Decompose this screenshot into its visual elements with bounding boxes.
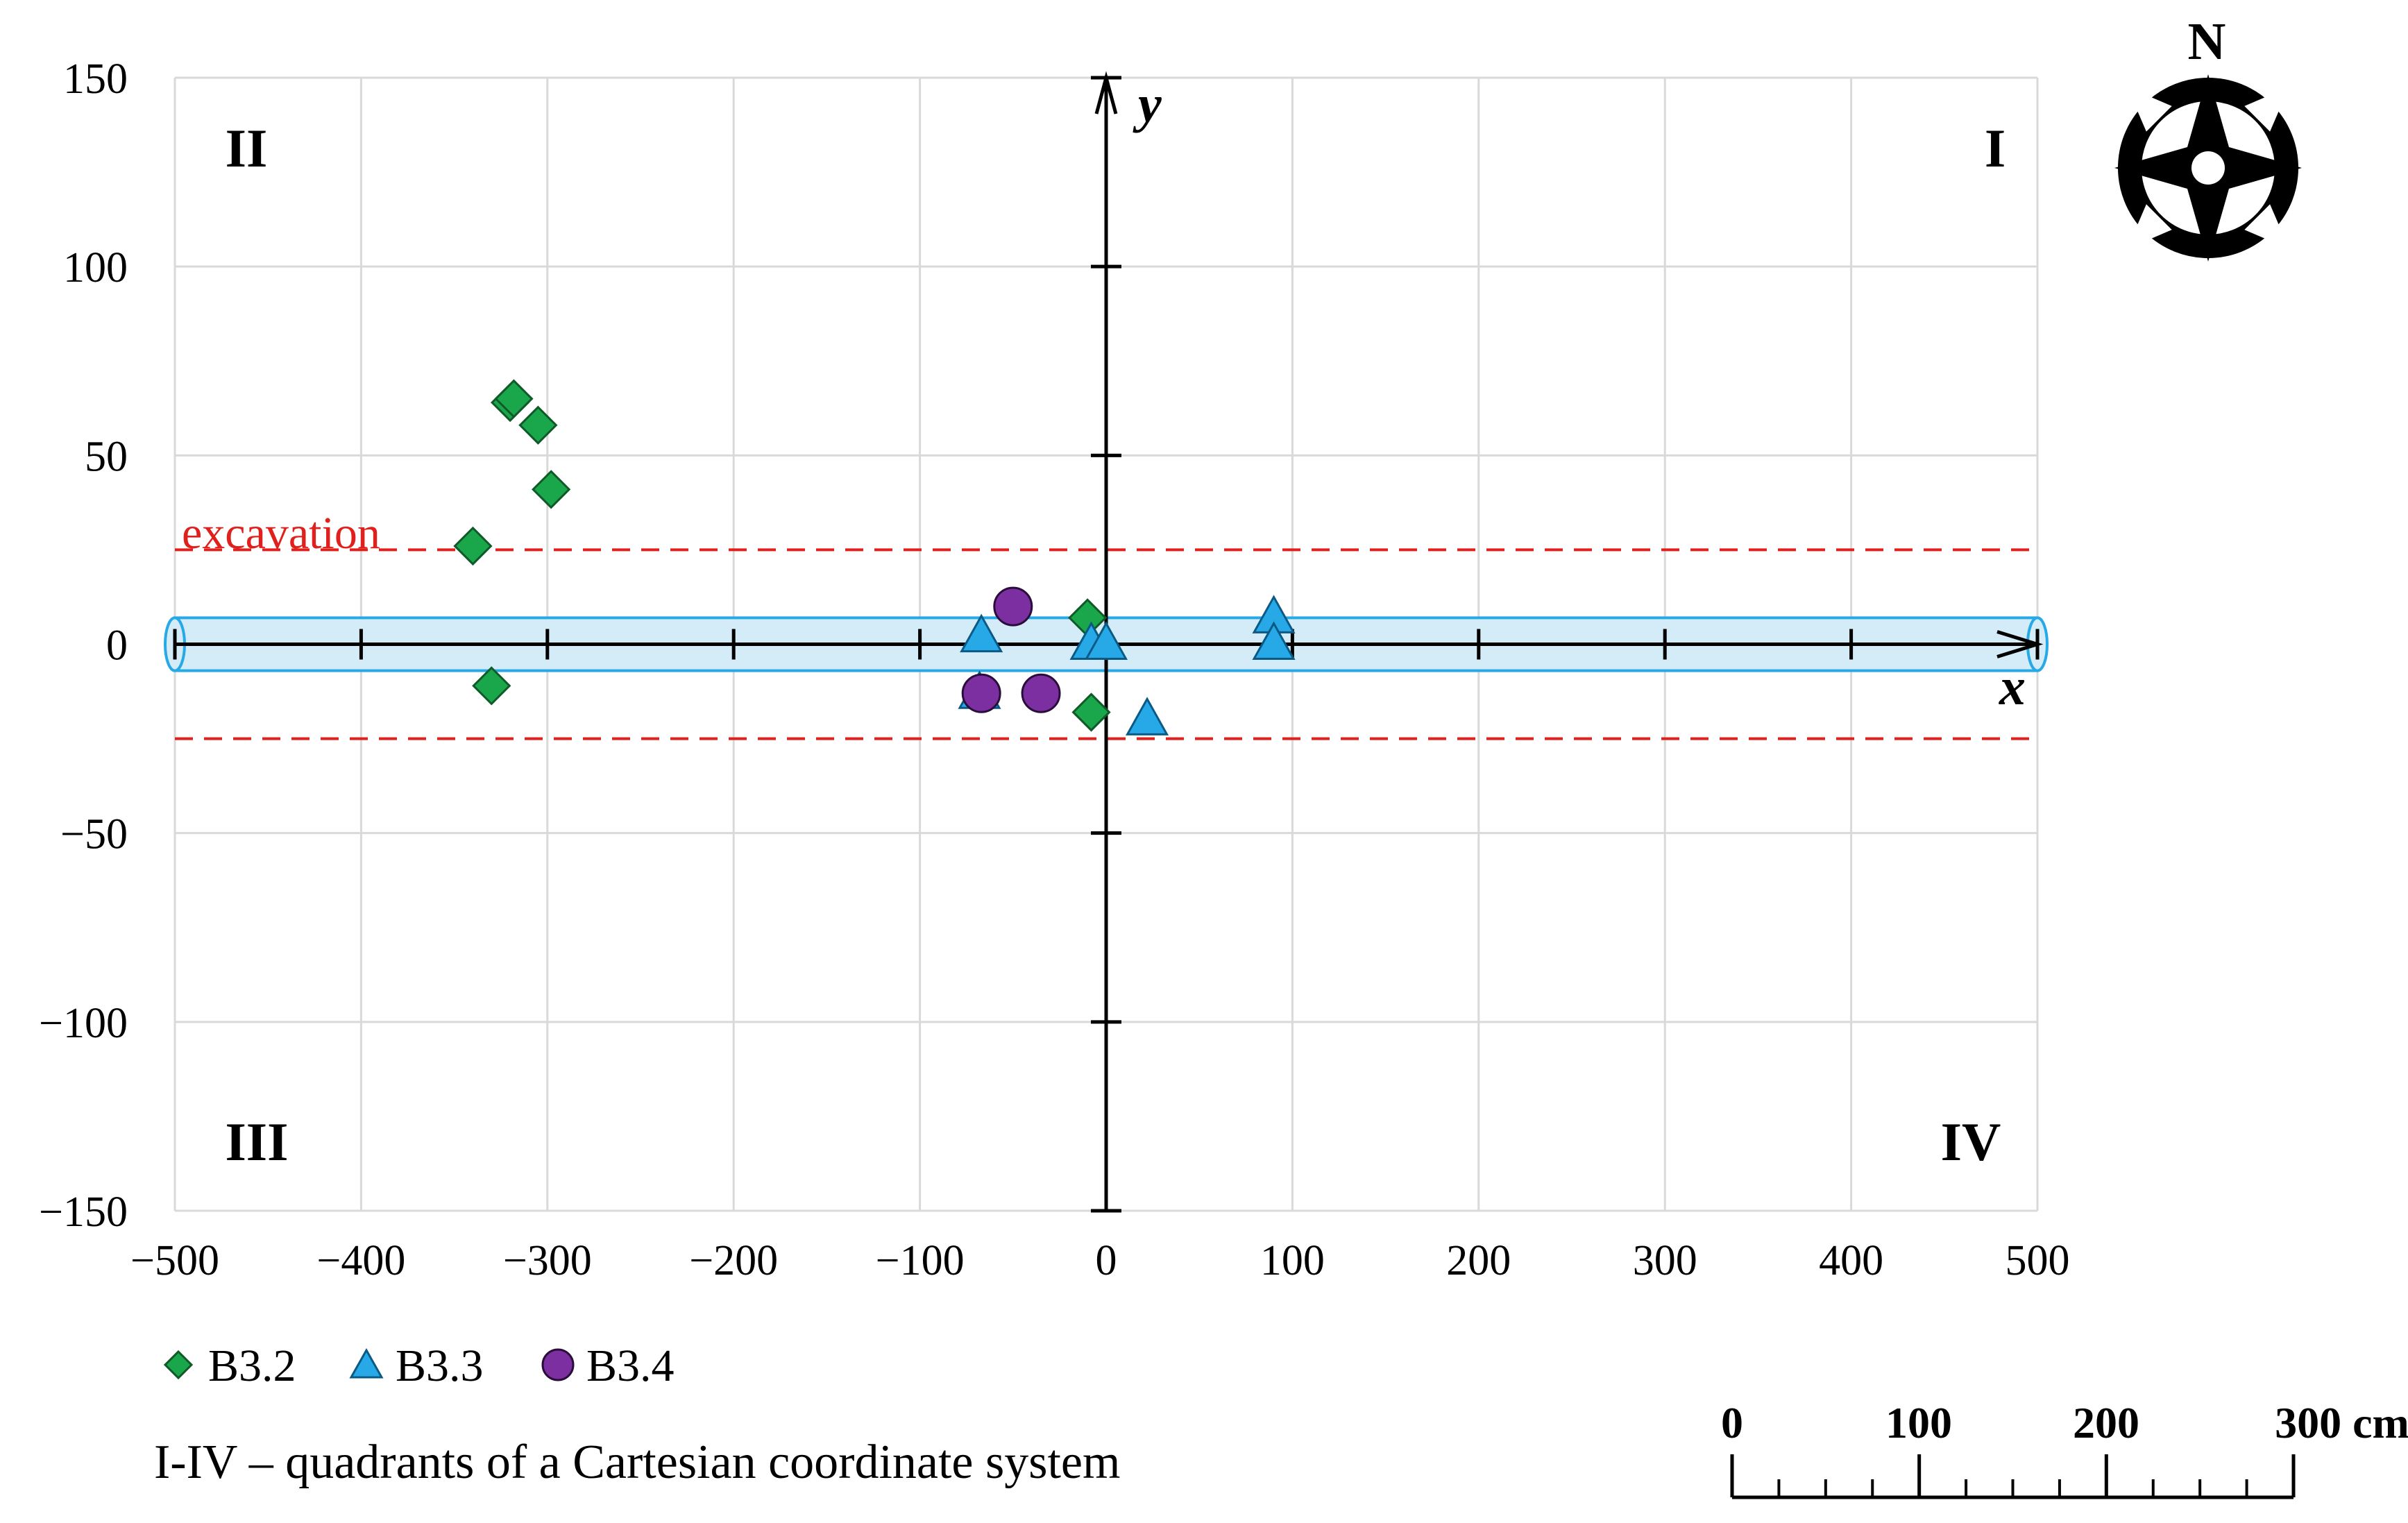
x-tick-label: 300	[1633, 1237, 1697, 1284]
y-tick-label: −150	[39, 1189, 128, 1236]
x-tick-label: 500	[2006, 1237, 2070, 1284]
x-tick-label: 100	[1260, 1237, 1325, 1284]
tick-labels: −500 −400 −300 −200 −100 0 100 200 300 400 500−150…	[39, 56, 2069, 1284]
north-arrow-compass: N	[2114, 12, 2302, 262]
y-tick-label: 50	[85, 433, 128, 480]
y-tick-label: 100	[63, 244, 128, 291]
x-tick-label: 200	[1446, 1237, 1511, 1284]
legend: B3.2 B3.3 B3.4	[163, 1341, 675, 1391]
scale-label-0: 0	[1721, 1398, 1743, 1447]
legend-label: B3.4	[586, 1341, 675, 1391]
legend-marker-circle	[541, 1348, 575, 1381]
x-axis-label: x	[1999, 658, 2026, 716]
x-tick-label: −200	[689, 1237, 778, 1284]
data-point-triangle	[960, 613, 1003, 653]
y-tick-label: 150	[63, 56, 128, 103]
legend-marker-diamond	[163, 1350, 194, 1380]
quadrant-label-ii: II	[226, 118, 268, 178]
legend-item-b3-2: B3.2	[163, 1341, 296, 1391]
data-point-diamond	[518, 405, 558, 445]
x-tick-label: 400	[1819, 1237, 1883, 1284]
x-tick-label: −400	[316, 1237, 405, 1284]
data-point-circle	[993, 586, 1033, 627]
data-point-triangle	[1125, 697, 1169, 735]
scale-bar: 0 100 200 300 cm	[1721, 1398, 2408, 1499]
quadrant-label-i: I	[1985, 118, 2006, 178]
legend-label: B3.2	[208, 1341, 296, 1391]
scale-label-300: 300 cm	[2275, 1398, 2408, 1447]
data-point-diamond	[453, 526, 493, 566]
x-tick-label: 0	[1096, 1237, 1117, 1284]
legend-label: B3.3	[396, 1341, 484, 1391]
x-tick-label: −100	[876, 1237, 965, 1284]
quadrant-label-iv: IV	[1941, 1112, 2001, 1172]
excavation-label: excavation	[182, 508, 380, 559]
data-point-triangle	[1252, 621, 1296, 660]
y-tick-label: 0	[106, 622, 128, 670]
data-point-triangle	[1084, 621, 1128, 660]
legend-item-b3-3: B3.3	[349, 1341, 484, 1391]
data-point-diamond	[532, 470, 571, 509]
y-tick-label: −100	[39, 1000, 128, 1047]
quadrant-label-iii: III	[225, 1112, 288, 1172]
caption: I-IV – quadrants of a Cartesian coordina…	[154, 1436, 1120, 1489]
y-tick-label: −50	[60, 811, 128, 858]
data-point-circle	[961, 673, 1001, 713]
data-point-diamond	[1071, 692, 1111, 732]
data-point-circle	[1021, 673, 1061, 713]
scale-label-100: 100	[1885, 1398, 1952, 1447]
data-points	[453, 379, 1296, 735]
x-tick-label: −300	[503, 1237, 592, 1284]
scale-bar-ticks	[1730, 1454, 2296, 1499]
compass-icon	[2114, 74, 2302, 262]
data-point-diamond	[472, 666, 511, 706]
scale-label-200: 200	[2073, 1398, 2139, 1447]
x-tick-label: −500	[130, 1237, 219, 1284]
data-point-diamond	[494, 379, 534, 418]
legend-marker-triangle	[349, 1347, 384, 1379]
legend-item-b3-4: B3.4	[541, 1341, 675, 1391]
y-axis-label: y	[1133, 75, 1162, 133]
north-label: N	[2188, 12, 2226, 71]
